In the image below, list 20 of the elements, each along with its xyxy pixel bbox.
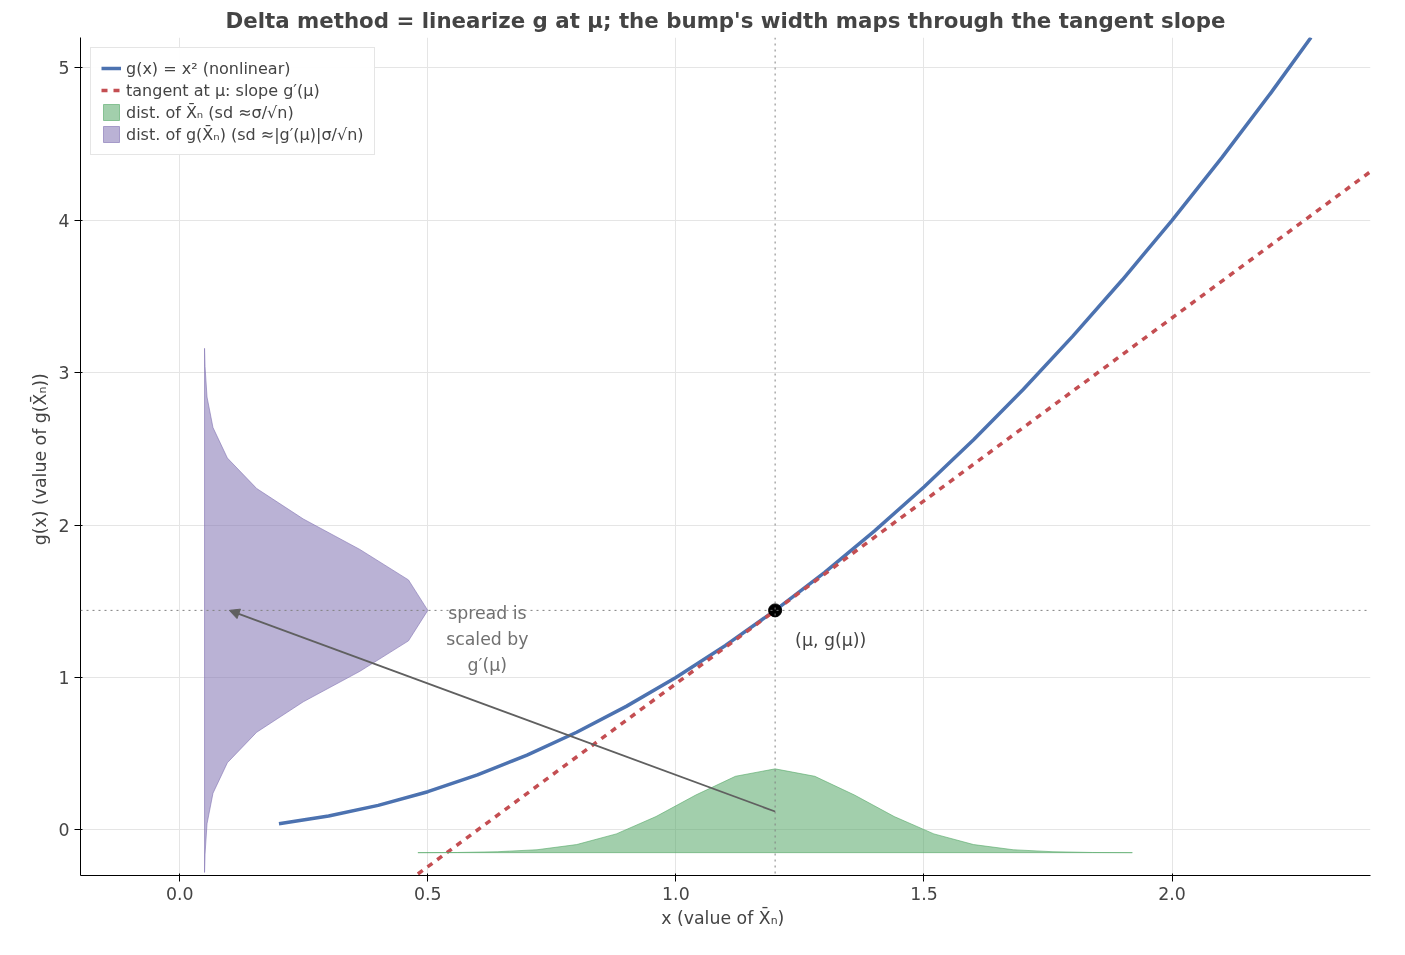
legend-label: tangent at μ: slope g′(μ)	[126, 80, 320, 100]
x-axis-title: x (value of X̄ₙ)	[661, 906, 785, 928]
x-tick-label: 0.5	[414, 883, 442, 904]
y-tick-label: 1	[58, 667, 70, 688]
y-tick-label: 4	[58, 210, 70, 231]
annotation: (μ, g(μ))	[795, 630, 867, 651]
y-tick-label: 0	[58, 820, 70, 841]
annotation: spread is scaled by g′(μ)	[446, 602, 529, 675]
x-tick-label: 1.5	[910, 883, 938, 904]
legend-label: dist. of g(X̄ₙ) (sd ≈|g′(μ)|σ/√n)	[126, 124, 364, 144]
y-tick-label: 3	[58, 363, 70, 384]
x-tick-label: 1.0	[662, 883, 690, 904]
y-tick-label: 2	[58, 515, 70, 536]
x-tick-label: 0.0	[165, 883, 194, 904]
legend-label: g(x) = x² (nonlinear)	[126, 58, 291, 78]
legend-label: dist. of X̄ₙ (sd ≈σ/√n)	[126, 102, 294, 122]
chart-title: Delta method = linearize g at μ; the bump's width maps through the tangent slope	[225, 7, 1226, 33]
y-tick-label: 5	[58, 58, 70, 79]
y-axis-title: g(x) (value of g(X̄ₙ))	[29, 373, 51, 546]
x-tick-label: 2.0	[1158, 883, 1186, 904]
